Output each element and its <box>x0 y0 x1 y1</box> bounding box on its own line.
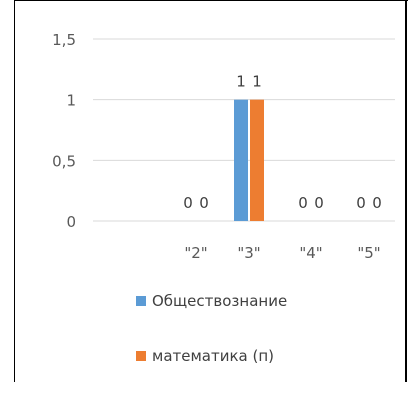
x-tick-label: "5" <box>357 244 380 262</box>
legend-item-series-2: математика (п) <box>136 346 376 366</box>
data-label: 0 <box>183 194 193 212</box>
x-tick-label: "3" <box>237 244 260 262</box>
data-label: 0 <box>199 194 209 212</box>
legend-swatch-series-2 <box>136 351 146 361</box>
data-label: 0 <box>372 194 382 212</box>
x-axis-tick-labels: "2" "3" "4" "5" <box>184 244 380 262</box>
data-labels: 0 01 10 0 0 0 <box>183 73 382 212</box>
bar-series-1 <box>234 99 248 221</box>
bars <box>234 99 264 221</box>
y-tick-label: 0 <box>66 213 76 231</box>
data-label: 0 <box>314 194 324 212</box>
data-label: 1 <box>236 73 246 91</box>
x-tick-label: "4" <box>299 244 322 262</box>
legend-label-series-1: Обществознание <box>152 292 288 310</box>
table-cell-frame <box>14 0 408 382</box>
data-label: 0 <box>298 194 308 212</box>
legend: Обществознание математика (п) <box>136 291 376 401</box>
data-label: 1 <box>252 73 262 91</box>
data-label: 0 <box>356 194 366 212</box>
right-border <box>405 0 407 382</box>
y-tick-label: 0,5 <box>52 152 76 170</box>
top-border <box>14 0 408 1</box>
y-tick-label: 1,5 <box>52 31 76 49</box>
legend-swatch-series-1 <box>136 296 146 306</box>
left-border <box>14 0 15 382</box>
bar-chart: 00,511,5 0 01 10 0 0 0 "2" "3" "4" "5" <box>52 31 395 262</box>
bar-series-2 <box>250 99 264 221</box>
y-tick-label: 1 <box>66 92 76 110</box>
legend-item-series-1: Обществознание <box>136 291 376 311</box>
x-tick-label: "2" <box>184 244 207 262</box>
y-axis-tick-labels: 0 0,5 1 1,5 <box>52 31 76 231</box>
legend-label-series-2: математика (п) <box>152 347 274 365</box>
